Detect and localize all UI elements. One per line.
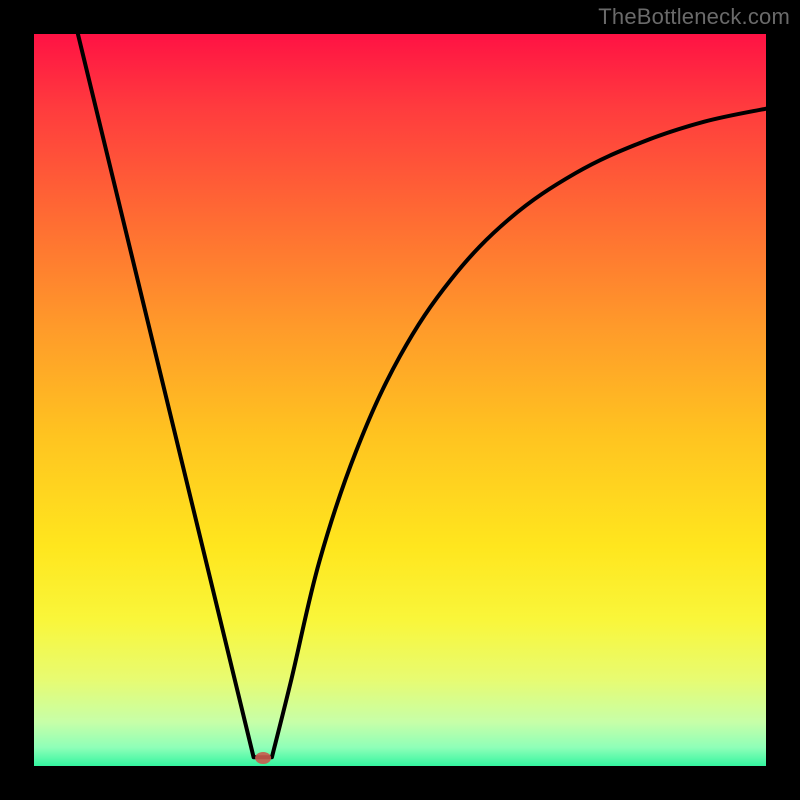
plot-svg: [34, 34, 766, 766]
optimum-marker: [255, 752, 271, 764]
chart-container: TheBottleneck.com: [0, 0, 800, 800]
gradient-background: [34, 34, 766, 766]
plot-area: [34, 34, 766, 766]
watermark-text: TheBottleneck.com: [598, 4, 790, 30]
